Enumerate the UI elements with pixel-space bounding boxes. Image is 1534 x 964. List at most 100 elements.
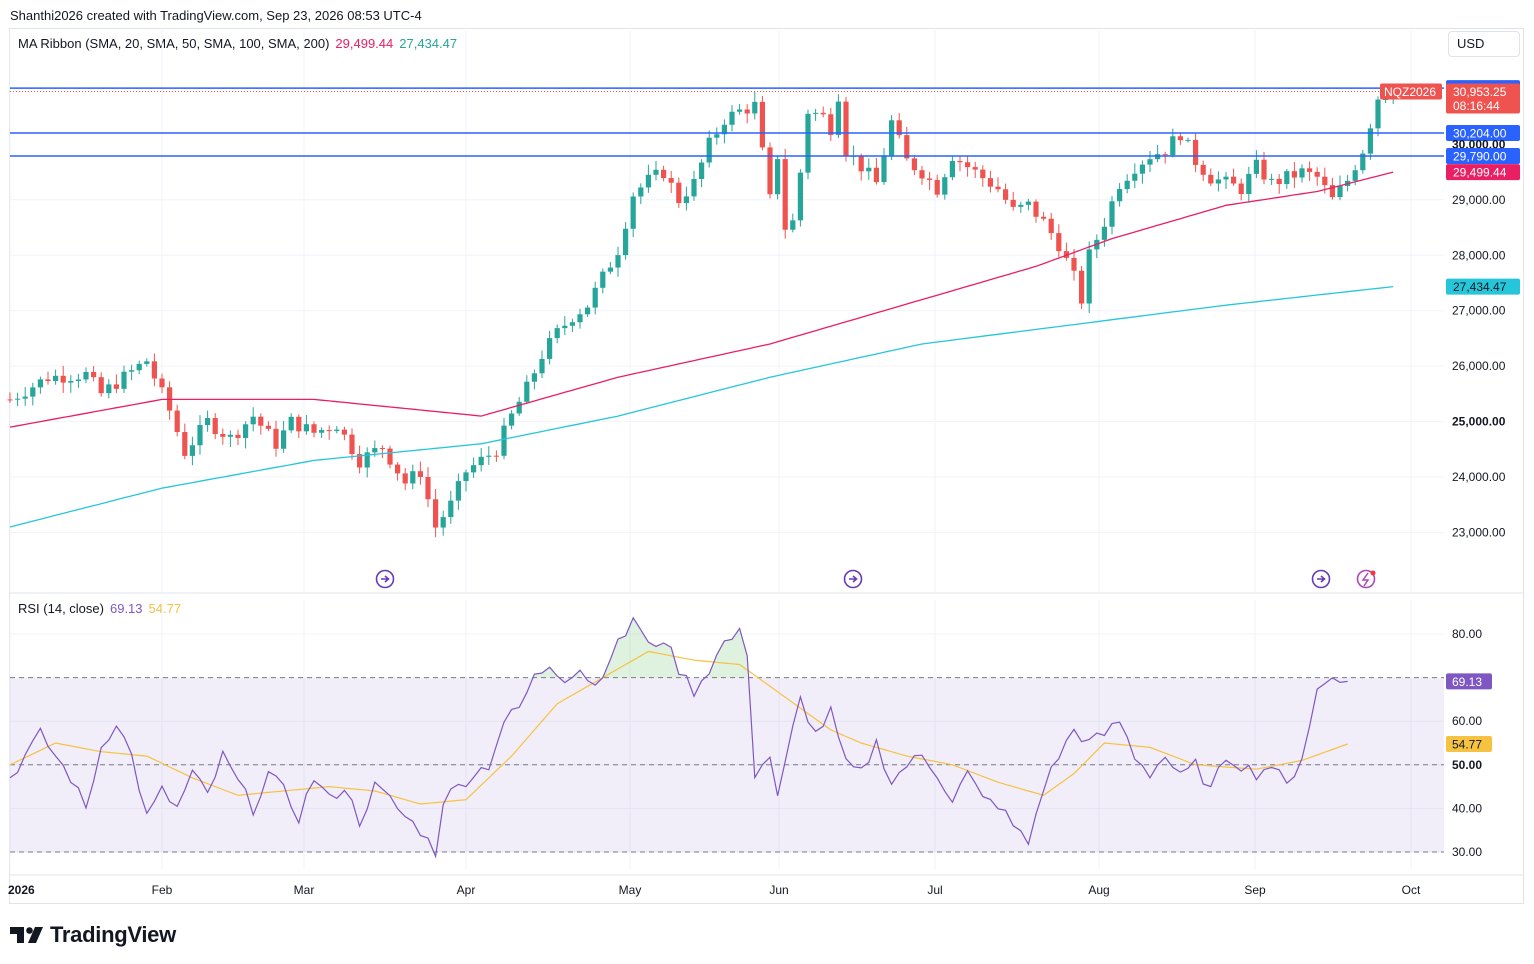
candle-body [106, 384, 112, 394]
tradingview-logo-text: TradingView [50, 922, 176, 947]
candle-body [1132, 173, 1138, 181]
candle-body [68, 381, 74, 383]
event-marker-arrow [381, 575, 390, 583]
rsi-axis-tick-label: 30.00 [1452, 845, 1482, 859]
candle-body [326, 430, 332, 432]
rsi-ma-line [9, 650, 1348, 805]
price-axis-tick-label: 30,000.00 [1452, 137, 1506, 151]
candle-body [1200, 164, 1206, 175]
candle-body [235, 434, 241, 438]
candle-body [250, 416, 256, 425]
candle-body [22, 396, 28, 399]
candle-body [919, 170, 925, 179]
candle-body [607, 267, 613, 272]
candle-body [387, 448, 393, 465]
candle-body [714, 134, 720, 138]
candle-body [151, 361, 157, 379]
sma-fast-line [9, 171, 1394, 428]
candle-body [980, 169, 986, 179]
candle-body [1337, 185, 1343, 198]
candle-body [1025, 201, 1031, 205]
candle-body [311, 424, 317, 433]
candle-body [75, 379, 81, 382]
candle-body [820, 112, 826, 115]
rsi-line [9, 616, 1348, 859]
candle-body [934, 179, 940, 195]
price-axis-tick-label: 29,000.00 [1452, 193, 1506, 207]
candle-body [1048, 218, 1054, 234]
candle-body [1360, 153, 1366, 171]
candle-body [737, 109, 743, 112]
candle-body [1322, 176, 1328, 186]
candle-body [1299, 168, 1305, 178]
candle-body [889, 120, 895, 156]
candle-body [858, 155, 864, 172]
price-tag-last [1446, 83, 1520, 114]
rsi-value-tag [1446, 673, 1492, 690]
time-axis-tick-label: Jul [927, 883, 942, 897]
candle-body [767, 147, 773, 195]
candle-body [524, 381, 530, 402]
candle-body [569, 322, 575, 326]
candle-body [744, 109, 750, 114]
candle-body [319, 430, 325, 433]
candle-body [273, 428, 279, 449]
candle-body [1109, 201, 1115, 227]
candle-body [113, 384, 119, 389]
price-axis-tick-label: 25,000.00 [1452, 415, 1506, 429]
candle-body [281, 430, 287, 449]
candle-body [91, 371, 97, 378]
candle-body [243, 424, 249, 438]
candle-body [1071, 257, 1077, 271]
rsi-axis-tick-label: 40.00 [1452, 801, 1482, 815]
candle-body [577, 314, 583, 323]
candle-body [1291, 171, 1297, 178]
candle-body [1101, 226, 1107, 240]
candle-body [805, 113, 811, 173]
candle-body [1162, 154, 1168, 156]
ma-ribbon-legend[interactable]: MA Ribbon (SMA, 20, SMA, 50, SMA, 100, S… [18, 36, 457, 51]
candle-body [1261, 159, 1267, 180]
rsi-axis-tick-label: 80.00 [1452, 627, 1482, 641]
price-axis-tick-label: 28,000.00 [1452, 248, 1506, 262]
rsi-ma-value-tag-label: 54.77 [1452, 738, 1482, 752]
candle-body [1063, 251, 1069, 258]
candle-body [1185, 139, 1191, 141]
candle-body [873, 167, 879, 183]
candle-body [1018, 204, 1024, 207]
rsi-legend[interactable]: RSI (14, close) 69.13 54.77 [18, 601, 181, 616]
candle-body [1223, 176, 1229, 180]
candle-body [136, 363, 142, 371]
candle-body [927, 178, 933, 180]
candle-body [1329, 185, 1335, 198]
candle-body [1079, 270, 1085, 304]
candle-body [904, 135, 910, 159]
candle-body [759, 101, 765, 148]
candle-body [691, 178, 697, 197]
candle-body [987, 178, 993, 187]
candle-body [478, 456, 484, 466]
time-axis-tick-label: Mar [294, 883, 315, 897]
price-tag-level [1446, 125, 1520, 142]
candle-body [729, 111, 735, 125]
candle-body [334, 429, 340, 432]
candle-body [1367, 128, 1373, 154]
candle-body [7, 399, 13, 401]
dividend-marker-icon[interactable] [1356, 569, 1376, 589]
candle-body [835, 101, 841, 135]
candle-body [379, 448, 385, 450]
candle-body [455, 481, 461, 501]
currency-selector[interactable]: USD [1448, 31, 1520, 57]
tradingview-logo[interactable]: TradingView [10, 922, 176, 948]
candle-body [1010, 199, 1016, 207]
price-tag-level [1446, 147, 1520, 164]
candle-body [425, 476, 431, 500]
candle-body [1238, 183, 1244, 195]
candle-body [1352, 170, 1358, 181]
rsi-axis-tick-label: 60.00 [1452, 714, 1482, 728]
candle-body [402, 473, 408, 484]
candle-body [661, 169, 667, 179]
symbol-tag-label: NQZ2026 [1384, 85, 1436, 99]
candle-body [676, 182, 682, 204]
